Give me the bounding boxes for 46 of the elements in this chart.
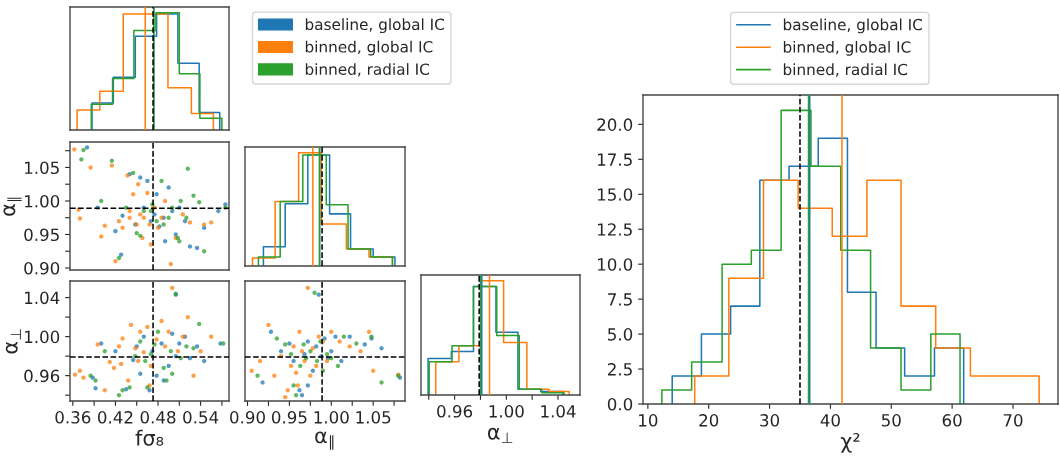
x-tick-label: 1.04 [541,405,576,418]
x-tick-label: 60 [942,414,962,427]
x-tick-label: 70 [1003,414,1023,427]
x-tick-label: 0.90 [230,411,265,424]
x-tick-label: 20 [699,414,719,427]
x-axis-title: α$_{∥}$ [315,431,334,450]
x-axis-title: fσ₈ [135,429,164,446]
x-axis-title: χ² [840,432,860,453]
legend-label: baseline, global IC [783,18,922,34]
y-tick-label: 15.0 [598,188,633,201]
x-tick-label: 0.42 [97,411,133,424]
y-tick-label: 0.0 [607,397,633,411]
y-tick-label: 20.0 [597,118,633,131]
y-axis-title: α$_{∥}$ [3,197,22,216]
x-tick-label: 1.00 [314,411,349,424]
x-tick-label: 10 [639,414,658,427]
x-tick-label: 1.05 [356,411,391,424]
y-tick-label: 0.96 [24,369,60,383]
y-tick-label: 0.95 [24,228,59,242]
x-tick-label: 1.00 [489,405,524,418]
legend-label: binned, radial IC [783,63,908,77]
y-tick-label: 7.5 [608,293,632,306]
y-tick-label: 1.05 [25,161,59,175]
legend-label: binned, global IC [305,40,433,56]
legend-label: binned, global IC [783,40,911,56]
y-tick-label: 5.0 [608,328,633,341]
y-tick-label: 1.00 [25,330,60,344]
y-tick-label: 12.5 [598,223,632,236]
x-axis-title: α$_{⊥}$ [488,427,513,443]
x-tick-label: 0.54 [183,411,219,424]
x-tick-label: 40 [820,414,840,427]
y-tick-label: 0.90 [24,261,60,275]
x-tick-label: 0.96 [437,405,473,418]
x-tick-label: 30 [760,414,780,427]
y-tick-label: 1.04 [25,291,60,305]
x-tick-label: 0.48 [140,411,176,424]
legend-label: baseline, global IC [305,18,444,34]
y-tick-label: 2.5 [607,363,632,376]
y-tick-label: 1.00 [25,194,60,208]
y-axis-title: α$_{⊥}$ [5,329,21,354]
y-tick-label: 10.0 [598,258,633,271]
x-tick-label: 0.95 [271,411,307,424]
x-tick-label: 0.36 [55,411,91,424]
x-tick-label: 50 [881,414,901,427]
legend-label: binned, radial IC [305,63,429,77]
y-tick-label: 17.5 [598,153,632,166]
